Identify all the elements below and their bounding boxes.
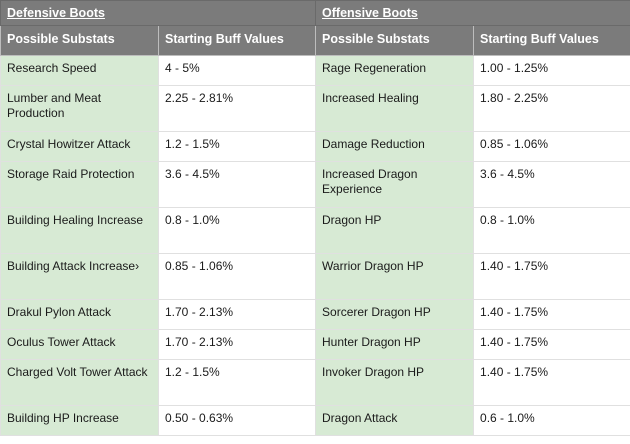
- offensive-value-cell: 1.40 - 1.75%: [473, 299, 630, 330]
- defensive-value-cell: 1.70 - 2.13%: [157, 329, 317, 360]
- offensive-substat-cell: Dragon Attack: [315, 405, 475, 436]
- defensive-substat-cell: Building Attack Increase›: [0, 253, 159, 300]
- defensive-substat-cell: Building HP Increase: [0, 405, 159, 436]
- defensive-substat-cell: Crystal Howitzer Attack: [0, 131, 159, 162]
- defensive-value-cell: 0.50 - 0.63%: [157, 405, 317, 436]
- table-header-row: Possible Substats Starting Buff Values P…: [0, 25, 630, 56]
- defensive-substat-cell: Lumber and Meat Production: [0, 85, 159, 132]
- defensive-value-cell: 1.2 - 1.5%: [157, 131, 317, 162]
- defensive-value-cell: 0.85 - 1.06%: [157, 253, 317, 300]
- table-row: Oculus Tower Attack 1.70 - 2.13% Hunter …: [0, 329, 630, 360]
- defensive-value-cell: 4 - 5%: [157, 55, 317, 86]
- offensive-substat-cell: Damage Reduction: [315, 131, 475, 162]
- offensive-value-cell: 3.6 - 4.5%: [473, 161, 630, 208]
- table-title-row: Defensive Boots Offensive Boots: [0, 0, 630, 26]
- offensive-value-cell: 0.8 - 1.0%: [473, 207, 630, 254]
- defensive-value-cell: 1.70 - 2.13%: [157, 299, 317, 330]
- offensive-substat-cell: Increased Healing: [315, 85, 475, 132]
- defensive-substat-cell: Charged Volt Tower Attack: [0, 359, 159, 406]
- offensive-substat-cell: Sorcerer Dragon HP: [315, 299, 475, 330]
- table-row: Building Attack Increase› 0.85 - 1.06% W…: [0, 253, 630, 300]
- offensive-substat-cell: Invoker Dragon HP: [315, 359, 475, 406]
- header-defensive-substats: Possible Substats: [0, 25, 159, 56]
- defensive-substat-cell: Research Speed: [0, 55, 159, 86]
- table-row: Drakul Pylon Attack 1.70 - 2.13% Sorcere…: [0, 299, 630, 330]
- offensive-value-cell: 1.00 - 1.25%: [473, 55, 630, 86]
- defensive-substat-cell: Oculus Tower Attack: [0, 329, 159, 360]
- offensive-value-cell: 1.40 - 1.75%: [473, 359, 630, 406]
- offensive-boots-title: Offensive Boots: [315, 0, 630, 26]
- header-defensive-values: Starting Buff Values: [157, 25, 317, 56]
- table-row: Crystal Howitzer Attack 1.2 - 1.5% Damag…: [0, 131, 630, 162]
- table-row: Storage Raid Protection 3.6 - 4.5% Incre…: [0, 161, 630, 208]
- table-row: Research Speed 4 - 5% Rage Regeneration …: [0, 55, 630, 86]
- defensive-substat-cell: Drakul Pylon Attack: [0, 299, 159, 330]
- defensive-value-cell: 1.2 - 1.5%: [157, 359, 317, 406]
- defensive-value-cell: 2.25 - 2.81%: [157, 85, 317, 132]
- offensive-value-cell: 1.80 - 2.25%: [473, 85, 630, 132]
- offensive-value-cell: 1.40 - 1.75%: [473, 253, 630, 300]
- offensive-value-cell: 0.85 - 1.06%: [473, 131, 630, 162]
- defensive-boots-title: Defensive Boots: [0, 0, 317, 26]
- offensive-substat-cell: Warrior Dragon HP: [315, 253, 475, 300]
- header-offensive-values: Starting Buff Values: [473, 25, 630, 56]
- offensive-substat-cell: Rage Regeneration: [315, 55, 475, 86]
- table-row: Building HP Increase 0.50 - 0.63% Dragon…: [0, 405, 630, 436]
- offensive-substat-cell: Dragon HP: [315, 207, 475, 254]
- offensive-value-cell: 0.6 - 1.0%: [473, 405, 630, 436]
- defensive-substat-cell: Storage Raid Protection: [0, 161, 159, 208]
- table-row: Lumber and Meat Production 2.25 - 2.81% …: [0, 85, 630, 132]
- defensive-substat-cell: Building Healing Increase: [0, 207, 159, 254]
- table-row: Building Healing Increase 0.8 - 1.0% Dra…: [0, 207, 630, 254]
- offensive-substat-cell: Hunter Dragon HP: [315, 329, 475, 360]
- table-row: Charged Volt Tower Attack 1.2 - 1.5% Inv…: [0, 359, 630, 406]
- defensive-value-cell: 3.6 - 4.5%: [157, 161, 317, 208]
- offensive-substat-cell: Increased Dragon Experience: [315, 161, 475, 208]
- offensive-value-cell: 1.40 - 1.75%: [473, 329, 630, 360]
- defensive-value-cell: 0.8 - 1.0%: [157, 207, 317, 254]
- header-offensive-substats: Possible Substats: [315, 25, 475, 56]
